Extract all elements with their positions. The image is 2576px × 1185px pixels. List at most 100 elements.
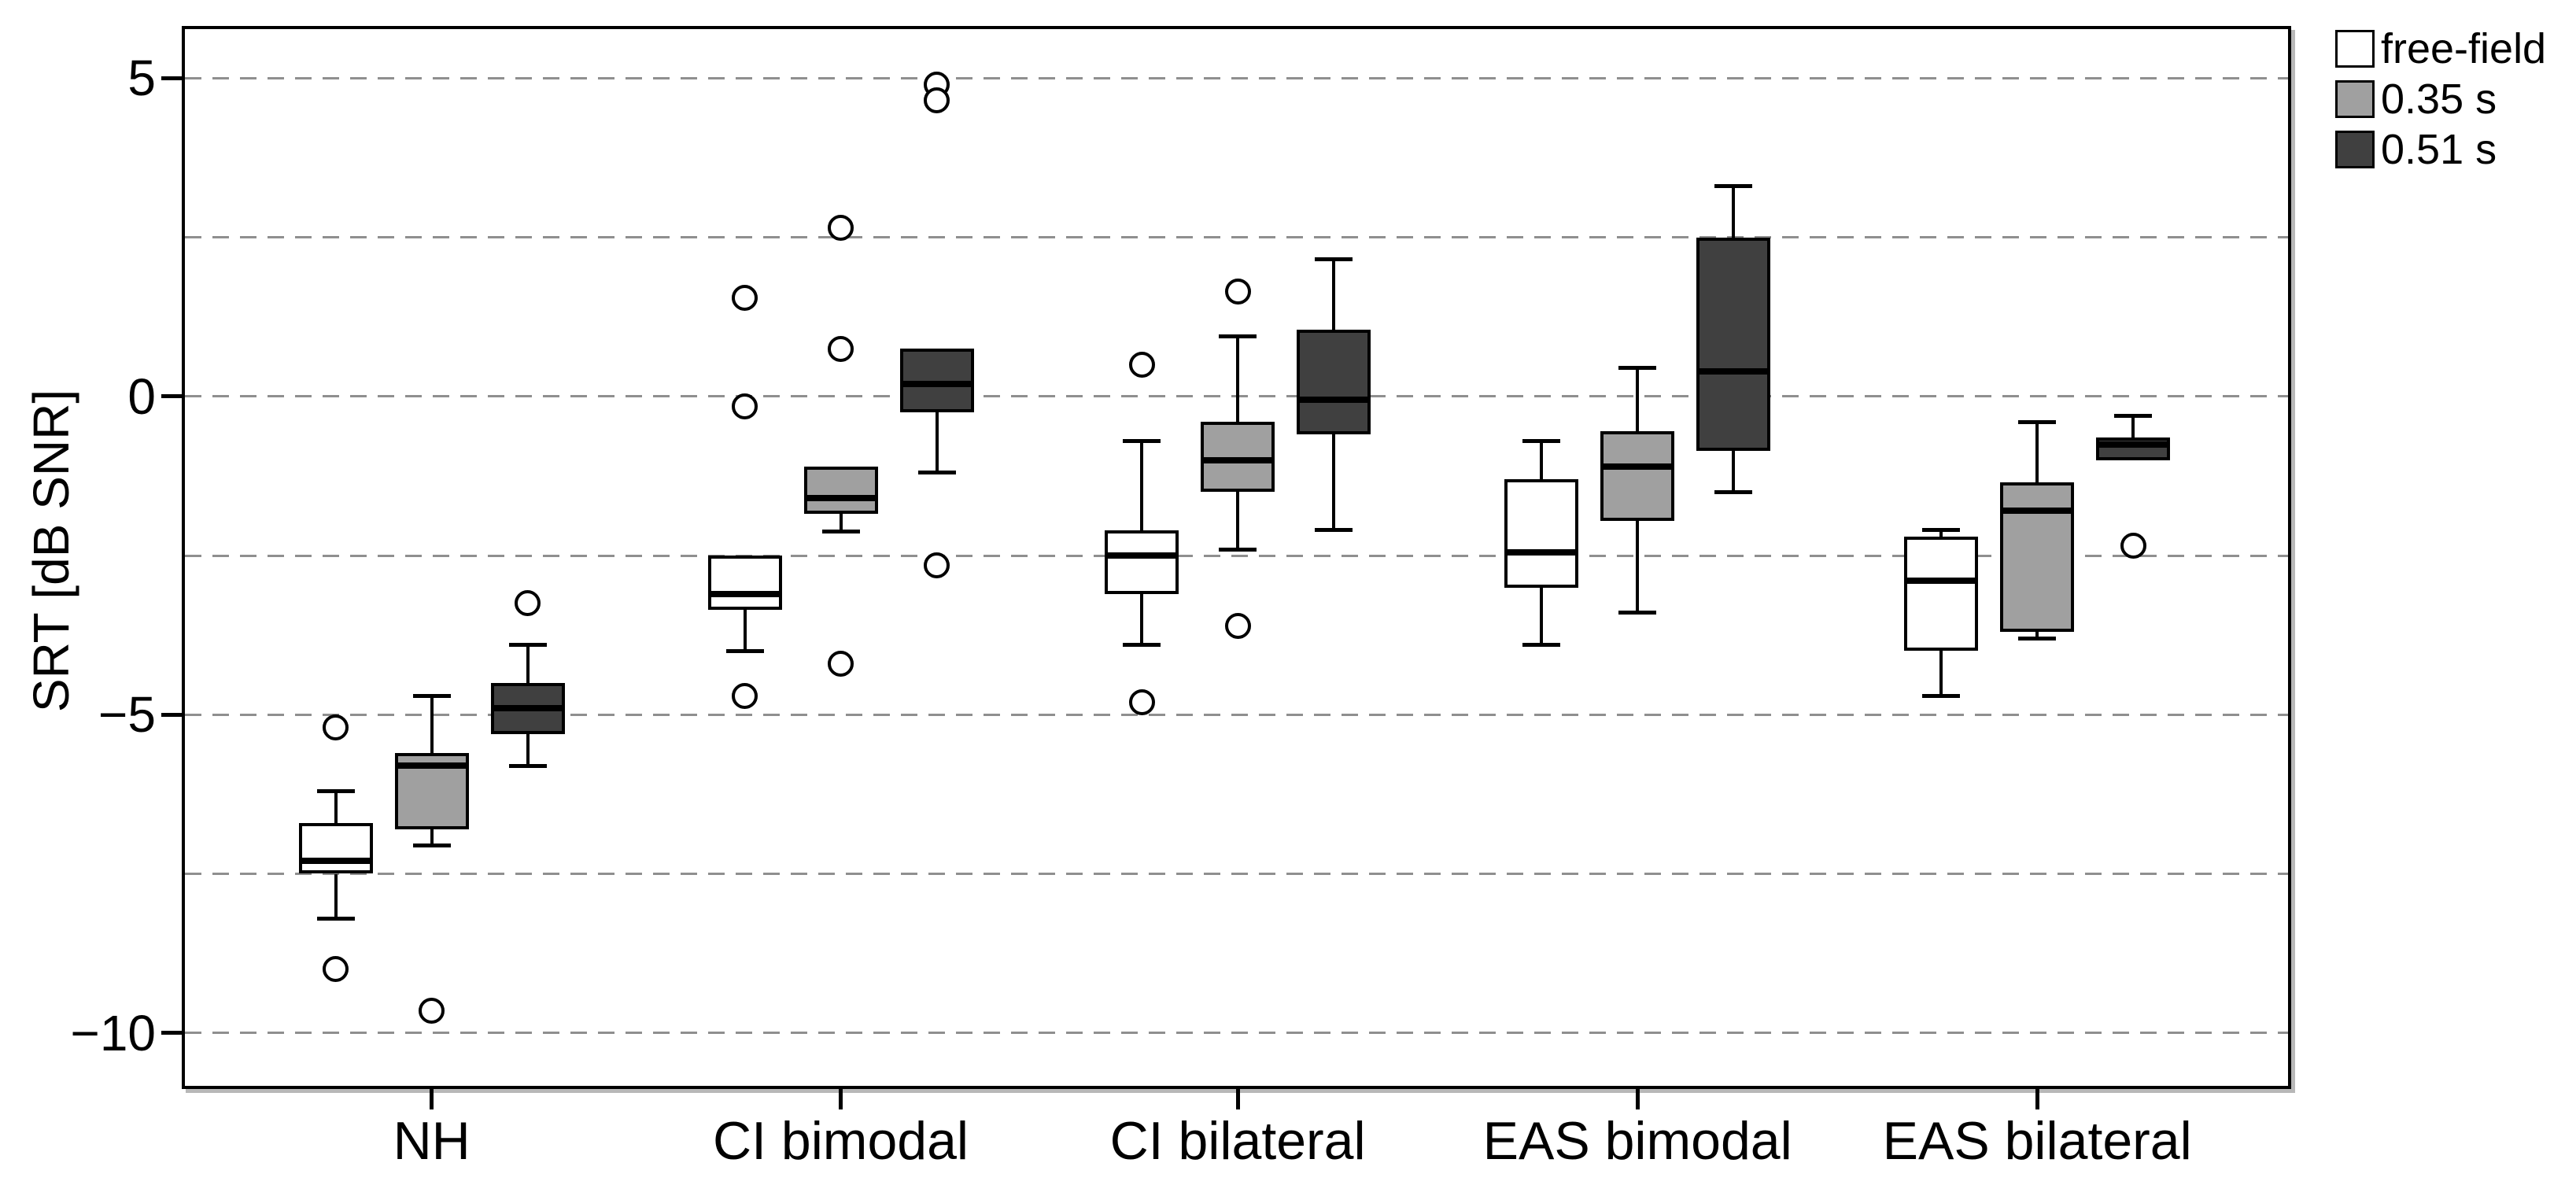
legend-item-051s: 0.51 s xyxy=(2335,126,2546,173)
median-line xyxy=(1904,578,1979,585)
median-line xyxy=(490,705,565,712)
legend-item-free-field: free-field xyxy=(2335,25,2547,72)
box xyxy=(1504,479,1579,588)
x-tick xyxy=(1235,1089,1240,1109)
x-tick-label: CI bimodal xyxy=(712,1111,969,1171)
whisker-cap-lower xyxy=(1315,528,1353,533)
legend-label-free-field: free-field xyxy=(2381,25,2547,72)
box xyxy=(1904,536,1979,652)
y-tick xyxy=(161,712,182,717)
whisker-lower xyxy=(334,873,338,919)
whisker-cap-upper xyxy=(2018,419,2057,424)
whisker-cap-upper xyxy=(1123,439,1161,443)
whisker-upper xyxy=(1332,259,1336,330)
outlier-point xyxy=(1128,688,1155,715)
box xyxy=(2000,482,2075,633)
box xyxy=(803,466,878,515)
whisker-cap-lower xyxy=(1922,693,1961,698)
outlier-point xyxy=(419,998,445,1024)
legend-item-035s: 0.35 s xyxy=(2335,78,2546,120)
box xyxy=(1105,530,1179,594)
whisker-cap-upper xyxy=(508,642,547,647)
median-line xyxy=(803,495,878,502)
y-tick-label: −5 xyxy=(98,686,156,744)
y-tick-label: 0 xyxy=(127,367,156,425)
whisker-lower xyxy=(430,829,434,846)
whisker-lower xyxy=(935,412,939,473)
outlier-point xyxy=(1224,278,1251,305)
whisker-upper xyxy=(2035,422,2039,483)
whisker-lower xyxy=(526,733,530,766)
outlier-point xyxy=(828,651,854,677)
median-line xyxy=(1297,396,1371,403)
median-line xyxy=(1201,456,1275,463)
whisker-lower xyxy=(2035,632,2039,639)
plot-area-frame xyxy=(182,26,2291,1089)
whisker-cap-lower xyxy=(412,843,451,847)
y-tick-label: 5 xyxy=(127,50,156,107)
whisker-upper xyxy=(1939,530,1943,537)
x-tick-label: EAS bilateral xyxy=(1882,1111,2192,1171)
whisker-cap-lower xyxy=(1522,642,1561,647)
whisker-lower xyxy=(743,609,747,652)
x-tick xyxy=(839,1089,843,1109)
whisker-upper xyxy=(1636,367,1640,432)
legend-swatch-035s xyxy=(2335,80,2375,118)
legend-swatch-free-field xyxy=(2335,30,2375,68)
outlier-point xyxy=(732,682,758,709)
whisker-cap-upper xyxy=(2114,413,2153,418)
median-line xyxy=(899,380,974,387)
whisker-upper xyxy=(334,791,338,823)
whisker-cap-lower xyxy=(725,648,764,653)
box xyxy=(298,822,373,874)
whisker-cap-lower xyxy=(316,916,355,921)
outlier-point xyxy=(924,87,950,114)
y-tick-label: −10 xyxy=(70,1004,156,1061)
whisker-upper xyxy=(1140,441,1144,530)
whisker-lower xyxy=(1332,434,1336,530)
median-line xyxy=(1504,549,1579,556)
legend-label-051s: 0.51 s xyxy=(2381,126,2497,173)
gridline xyxy=(185,1032,2288,1035)
whisker-cap-lower xyxy=(2018,636,2057,640)
whisker-upper xyxy=(430,696,434,753)
median-line xyxy=(394,762,469,769)
box xyxy=(707,556,782,610)
whisker-cap-lower xyxy=(1618,611,1657,615)
outlier-point xyxy=(515,590,541,617)
whisker-cap-upper xyxy=(1714,184,1753,189)
whisker-cap-upper xyxy=(1618,365,1657,370)
gridline xyxy=(185,713,2288,716)
x-tick xyxy=(1635,1089,1640,1109)
whisker-lower xyxy=(839,514,843,532)
median-line xyxy=(2096,441,2171,448)
x-tick-label: CI bilateral xyxy=(1109,1111,1366,1171)
whisker-cap-upper xyxy=(1315,257,1353,262)
whisker-upper xyxy=(526,644,530,683)
whisker-lower xyxy=(1140,593,1144,645)
whisker-lower xyxy=(1540,587,1544,645)
outlier-point xyxy=(924,552,950,578)
gridline xyxy=(185,554,2288,557)
outlier-point xyxy=(323,714,349,740)
median-line xyxy=(2000,508,2075,515)
box xyxy=(1600,431,1675,521)
whisker-upper xyxy=(2131,415,2135,438)
gridline xyxy=(185,76,2288,79)
outlier-point xyxy=(828,214,854,241)
whisker-cap-upper xyxy=(1522,439,1561,443)
y-tick xyxy=(161,76,182,80)
y-tick xyxy=(161,394,182,399)
whisker-lower xyxy=(1732,450,1736,493)
legend-swatch-051s xyxy=(2335,131,2375,168)
legend: free-field 0.35 s 0.51 s xyxy=(2335,25,2547,181)
whisker-lower xyxy=(1636,520,1640,613)
whisker-cap-lower xyxy=(1219,547,1257,552)
whisker-upper xyxy=(1732,186,1736,238)
median-line xyxy=(1696,367,1771,375)
x-tick xyxy=(430,1089,434,1109)
outlier-point xyxy=(828,335,854,362)
median-line xyxy=(1600,463,1675,470)
outlier-point xyxy=(732,284,758,311)
